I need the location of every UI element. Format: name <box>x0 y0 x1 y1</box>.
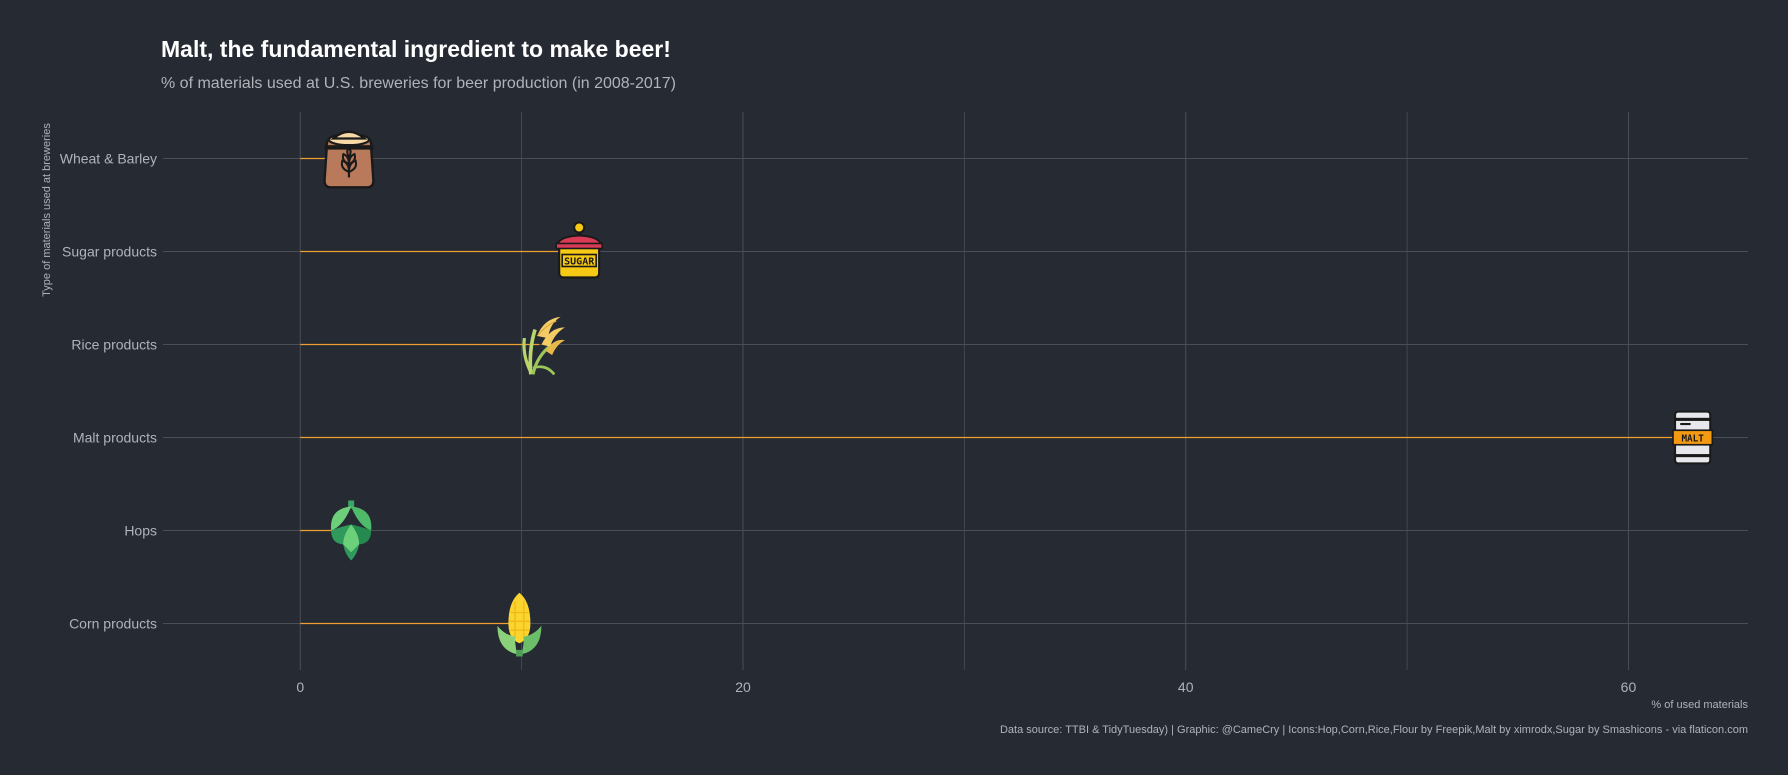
x-tick-label: 60 <box>1621 679 1637 695</box>
sugar-jar-icon <box>554 221 604 279</box>
corn-icon <box>496 592 543 657</box>
flour-sack-icon <box>323 130 375 189</box>
x-axis-ticks: 0 20 40 60 <box>296 679 1636 695</box>
x-tick-label: 0 <box>296 679 304 695</box>
x-tick-label: 20 <box>735 679 751 695</box>
malt-barrel-icon <box>1671 410 1714 465</box>
icon-markers <box>323 130 1714 657</box>
category-label: Rice products <box>71 337 157 353</box>
category-label: Corn products <box>69 616 157 632</box>
hop-icon <box>330 500 372 561</box>
chart-grid <box>163 112 1748 670</box>
category-label: Hops <box>124 523 157 539</box>
x-axis-title: % of used materials <box>1651 699 1748 711</box>
category-labels: Corn products Hops Malt products Rice produ… <box>60 151 157 632</box>
category-label: Sugar products <box>62 244 157 260</box>
chart-subtitle: % of materials used at U.S. breweries fo… <box>161 75 676 92</box>
chart-caption: Data source: TTBI & TidyTuesday) | Graph… <box>999 724 1748 736</box>
rice-icon <box>522 314 567 377</box>
category-label: Wheat & Barley <box>60 151 157 167</box>
chart-title: Malt, the fundamental ingredient to make… <box>161 36 671 62</box>
lollipop-stems <box>300 157 1693 625</box>
category-label: Malt products <box>73 430 157 446</box>
y-axis-title: Type of materials used at breweries <box>41 123 53 297</box>
x-tick-label: 40 <box>1178 679 1194 695</box>
